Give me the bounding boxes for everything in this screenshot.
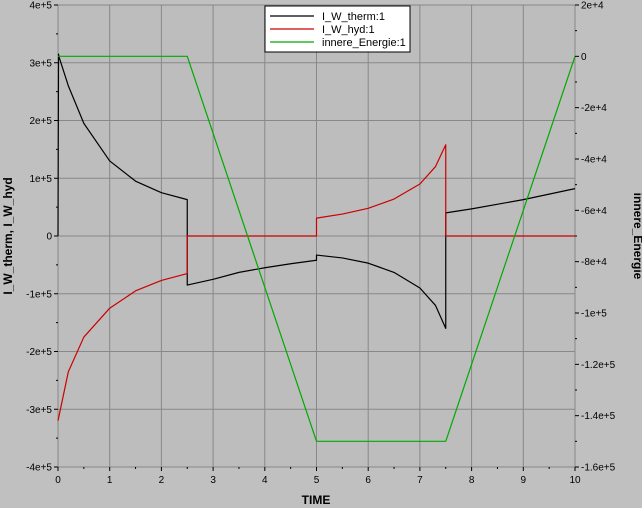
x-tick-label: 4	[262, 475, 268, 486]
y-right-tick-label: -1e+5	[581, 309, 607, 320]
legend-label-therm: I_W_therm:1	[322, 11, 385, 23]
legend: I_W_therm:1 I_W_hyd:1 innere_Energie:1	[264, 5, 411, 53]
y-right-tick-label: -8e+4	[581, 257, 607, 268]
series-layer	[57, 53, 576, 442]
y-left-tick-label: 3e+5	[29, 58, 52, 69]
y-right-tick-label: -4e+4	[581, 155, 607, 166]
x-tick-label: 7	[417, 475, 423, 486]
y-left-tick-label: 2e+5	[29, 116, 52, 127]
y-right-tick-label: -1.4e+5	[581, 411, 616, 422]
y-right-tick-label: -1.6e+5	[581, 463, 616, 474]
x-tick-label: 3	[210, 475, 216, 486]
legend-label-hyd: I_W_hyd:1	[322, 24, 375, 36]
series-line-therm	[57, 53, 576, 329]
y-right-tick-label: 2e+4	[581, 1, 604, 12]
y-right-tick-label: 0	[581, 52, 587, 63]
y-axis-right-title: innere_Energie	[631, 193, 642, 280]
y-left-tick-label: -1e+5	[26, 289, 52, 300]
x-tick-label: 10	[569, 475, 581, 486]
axes: 0 1 2 3 4 5 6 7 8 9 10 4e+5 3e+5 2e+5 1e+5 0 -1e+5 -2e+5 -…	[26, 1, 615, 487]
y-left-tick-label: 0	[46, 232, 52, 243]
x-tick-label: 5	[314, 475, 320, 486]
legend-label-energie: innere_Energie:1	[322, 37, 406, 49]
x-tick-label: 8	[469, 475, 475, 486]
y-left-tick-label: 1e+5	[29, 174, 52, 185]
x-tick-label: 2	[159, 475, 165, 486]
x-tick-label: 9	[521, 475, 527, 486]
y-left-tick-label: -2e+5	[26, 347, 52, 358]
y-axis-left-title: I_W_therm, I_W_hyd	[1, 177, 15, 294]
y-right-tick-label: -1.2e+5	[581, 360, 616, 371]
series-line-energie	[58, 55, 576, 442]
x-tick-label: 1	[107, 475, 113, 486]
y-right-tick-label: -6e+4	[581, 206, 607, 217]
x-tick-label: 6	[365, 475, 371, 486]
y-left-tick-label: -4e+5	[26, 463, 52, 474]
y-left-tick-label: -3e+5	[26, 405, 52, 416]
series-line-hyd	[57, 144, 575, 421]
y-right-tick-label: -2e+4	[581, 103, 607, 114]
y-left-tick-label: 4e+5	[29, 1, 52, 12]
x-axis-title: TIME	[302, 493, 331, 507]
x-tick-label: 0	[55, 475, 61, 486]
